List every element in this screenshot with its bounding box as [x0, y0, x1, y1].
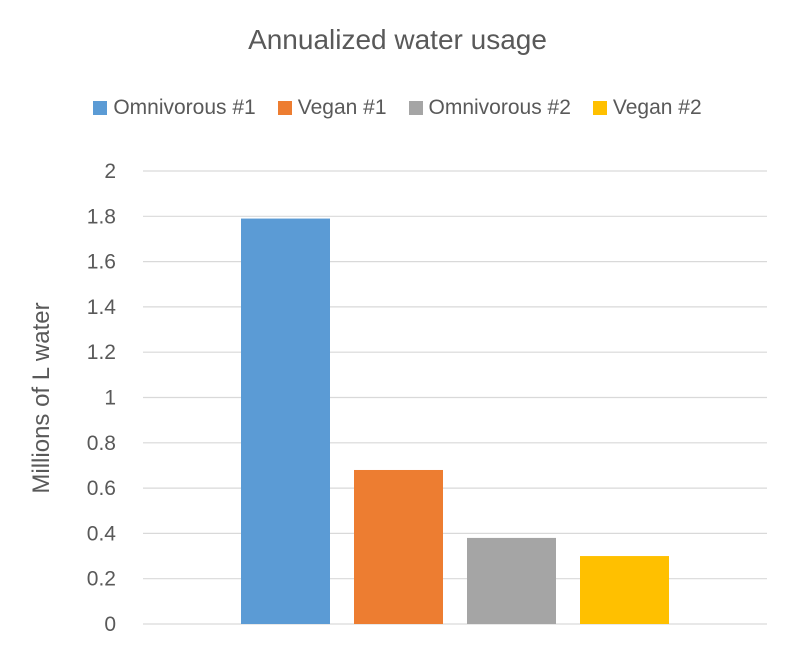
legend-label: Vegan #2	[612, 96, 702, 119]
y-tick-label: 1.2	[87, 341, 116, 364]
y-tick-label: 1.4	[87, 296, 117, 319]
bar	[467, 537, 556, 624]
y-tick-label: 0.4	[87, 522, 117, 545]
y-tick-label: 1.6	[87, 251, 116, 274]
chart-title: Annualized water usage	[248, 24, 547, 55]
y-tick-label: 0.8	[87, 432, 116, 455]
legend-label: Omnivorous #1	[113, 96, 256, 119]
legend-swatch	[592, 101, 607, 115]
legend-swatch	[93, 101, 108, 115]
bar	[354, 469, 443, 624]
bar	[580, 556, 669, 624]
y-tick-label: 0.2	[87, 568, 116, 591]
bar	[241, 218, 330, 624]
y-tick-label: 0.6	[87, 477, 116, 500]
y-tick-label: 0	[104, 613, 116, 636]
legend-item: Omnivorous #2	[408, 96, 571, 120]
legend-swatch	[408, 101, 423, 115]
y-tick-label: 1	[104, 387, 116, 410]
legend-item: Vegan #2	[592, 96, 702, 120]
y-tick-label: 1.8	[87, 205, 116, 228]
legend: Omnivorous #1 Vegan #1 Omnivorous #2 Vegan …	[0, 96, 795, 120]
y-tick-label: 2	[104, 160, 116, 183]
legend-item: Vegan #1	[277, 96, 387, 120]
legend-item: Omnivorous #1	[93, 96, 256, 120]
legend-label: Omnivorous #2	[428, 96, 571, 119]
legend-swatch	[277, 101, 292, 115]
legend-label: Vegan #1	[297, 96, 387, 119]
